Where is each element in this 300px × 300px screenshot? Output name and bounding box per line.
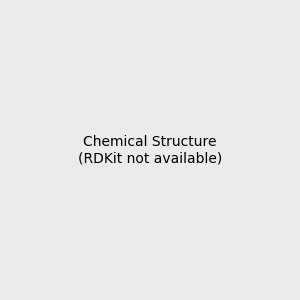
- Text: Chemical Structure
(RDKit not available): Chemical Structure (RDKit not available): [78, 135, 222, 165]
